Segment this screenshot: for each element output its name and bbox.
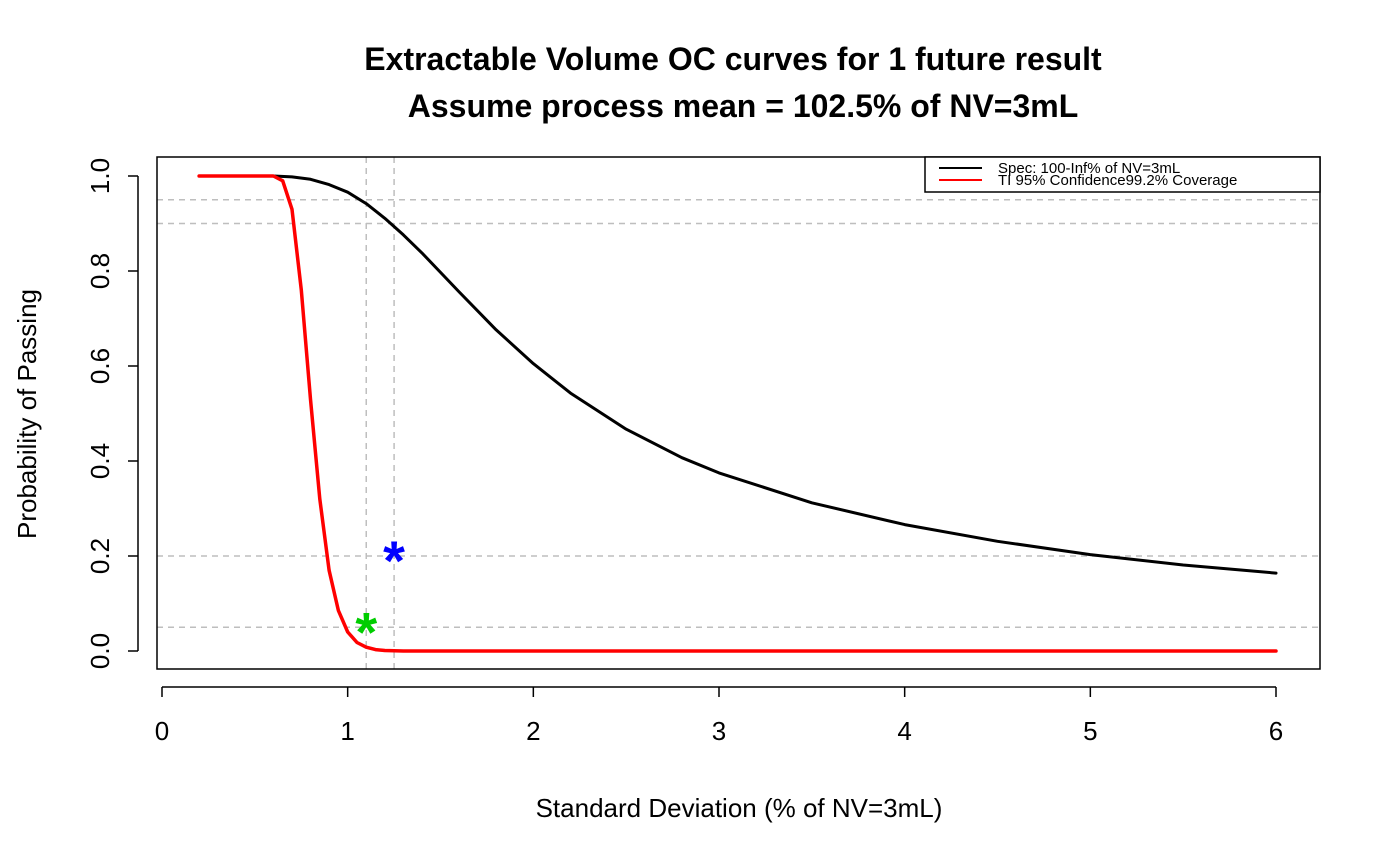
legend-label-0: Spec: 100-Inf% of NV=3mL [998, 160, 1180, 177]
x-tick-label-3: 3 [712, 716, 726, 746]
chart-title: Extractable Volume OC curves for 1 futur… [364, 41, 1102, 77]
x-tick-label-0: 0 [155, 716, 169, 746]
y-tick-label-4: 0.8 [85, 253, 115, 289]
x-tick-label-6: 6 [1269, 716, 1283, 746]
markers-layer: ** [355, 529, 405, 663]
x-tick-label-4: 4 [897, 716, 911, 746]
y-tick-label-0: 0.0 [85, 633, 115, 669]
marker-star-1: * [355, 600, 377, 663]
plot-frame [156, 156, 1321, 670]
y-tick-label-1: 0.2 [85, 538, 115, 574]
series-line-1 [197, 174, 1278, 653]
y-tick-label-3: 0.6 [85, 348, 115, 384]
series-line-0 [197, 174, 1278, 575]
series-layer [197, 174, 1278, 653]
y-axis: 0.0 0.2 0.4 0.6 0.8 1.0 [85, 158, 139, 669]
x-tick-label-2: 2 [526, 716, 540, 746]
marker-star-0: * [383, 529, 405, 592]
legend-box [924, 156, 1321, 193]
chart-subtitle: Assume process mean = 102.5% of NV=3mL [408, 88, 1079, 124]
y-tick-label-5: 1.0 [85, 158, 115, 194]
y-axis-label: Probability of Passing [12, 289, 42, 539]
reference-lines [157, 157, 1320, 669]
x-tick-label-1: 1 [340, 716, 354, 746]
x-tick-label-5: 5 [1083, 716, 1097, 746]
legend-label-1: TI 95% Confidence99.2% Coverage [998, 172, 1237, 189]
x-axis-label: Standard Deviation (% of NV=3mL) [536, 793, 943, 823]
y-tick-label-2: 0.4 [85, 443, 115, 479]
x-axis: 0 1 2 3 4 5 6 [155, 686, 1283, 746]
